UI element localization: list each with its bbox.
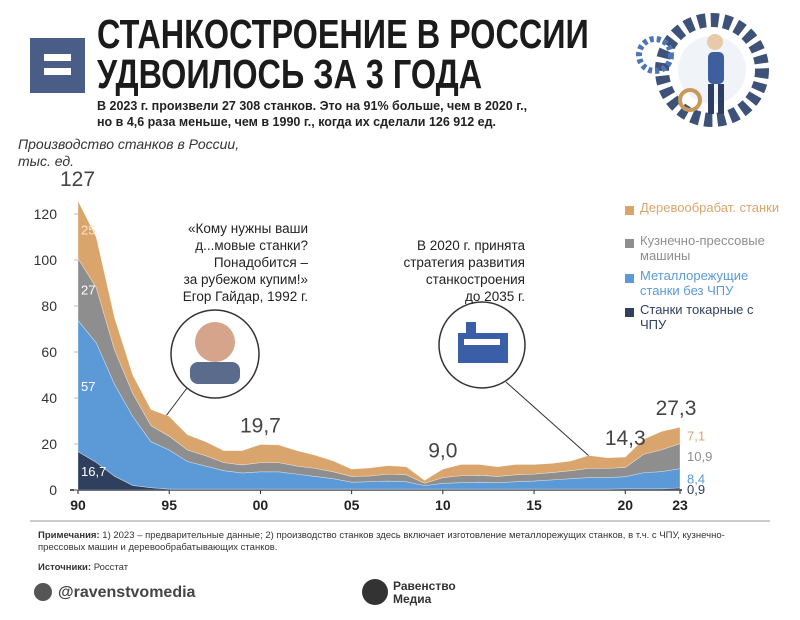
value-label: 25 [81, 223, 95, 238]
annotation: В 2020 г. принята стратегия развития ста… [403, 238, 525, 304]
legend-item: Кузнечно-прессовые машины [625, 233, 780, 263]
y-axis-label: Производство станков в России, тыс. ед. [18, 136, 240, 169]
quote: «Кому нужны ваши д...мовые станки? Понад… [182, 221, 308, 304]
logo-bar [44, 68, 71, 75]
legend-swatch [625, 308, 634, 317]
value-label: 57 [81, 379, 95, 394]
machine-icon [458, 333, 508, 363]
legend-swatch [625, 206, 634, 215]
x-tick-label: 90 [70, 497, 86, 513]
machine-icon [464, 339, 500, 345]
brand: Равенство Медиа [393, 579, 456, 606]
machine-icon [466, 322, 476, 333]
legend-item: Металлорежущие станки без ЧПУ [625, 268, 780, 298]
telegram-icon [34, 583, 52, 601]
y-tick-label: 40 [41, 390, 57, 406]
brand-logo [362, 579, 388, 605]
legend-swatch [625, 239, 634, 248]
value-label: 7,1 [687, 428, 705, 443]
portrait [190, 362, 240, 384]
total-label: 27,3 [656, 397, 697, 420]
legend-item: Станки токарные с ЧПУ [625, 302, 780, 332]
logo-box [30, 38, 85, 93]
sources-text: Росстат [93, 562, 129, 573]
value-label: 16,7 [81, 464, 106, 479]
value-label: 0,9 [687, 482, 705, 497]
illustration [636, 13, 769, 127]
value-label: 10,9 [687, 449, 712, 464]
y-tick-label: 60 [41, 344, 57, 360]
x-tick-label: 05 [344, 497, 360, 513]
legend-label: Деревообрабат. станки [640, 200, 780, 215]
area [77, 200, 681, 484]
legend-label: Металлорежущие станки без ЧПУ [640, 268, 749, 298]
legend-label: Кузнечно-прессовые машины [640, 233, 765, 263]
portrait [195, 322, 235, 362]
y-tick-label: 100 [34, 252, 58, 268]
logo-bar [44, 54, 71, 61]
x-tick-label: 10 [435, 497, 451, 513]
y-tick-label: 120 [34, 206, 58, 222]
legend-item: Деревообрабат. станки [625, 200, 780, 215]
title: СТАНКОСТРОЕНИЕ В РОССИИ УДВОИЛОСЬ ЗА 3 Г… [97, 11, 589, 97]
notes: Примечания: 1) 2023 – предварительные да… [38, 530, 758, 554]
y-tick-label: 80 [41, 298, 57, 314]
notes-text: 1) 2023 – предварительные данные; 2) про… [38, 530, 725, 553]
x-tick-label: 15 [526, 497, 542, 513]
notes-label: Примечания: [38, 530, 100, 541]
value-label: 27 [81, 282, 95, 297]
x-tick-label: 20 [617, 497, 633, 513]
total-label: 14,3 [605, 427, 646, 450]
subtitle: В 2023 г. произвели 27 308 станков. Это … [97, 99, 528, 129]
x-tick-label: 00 [253, 497, 269, 513]
sources-label: Источники: [38, 562, 92, 573]
legend-label: Станки токарные с ЧПУ [640, 302, 754, 332]
sources: Источники: Росстат [38, 562, 128, 573]
total-label: 9,0 [428, 439, 457, 462]
y-tick-label: 20 [41, 436, 57, 452]
legend-swatch [625, 274, 634, 283]
x-tick-label: 95 [161, 497, 177, 513]
value-label: 8,4 [687, 471, 705, 486]
x-tick-label: 23 [672, 497, 688, 513]
y-tick-label: 0 [49, 482, 57, 498]
total-label: 19,7 [240, 415, 281, 438]
total-label: 127 [60, 168, 95, 191]
channel: @ravenstvomedia [58, 584, 196, 601]
